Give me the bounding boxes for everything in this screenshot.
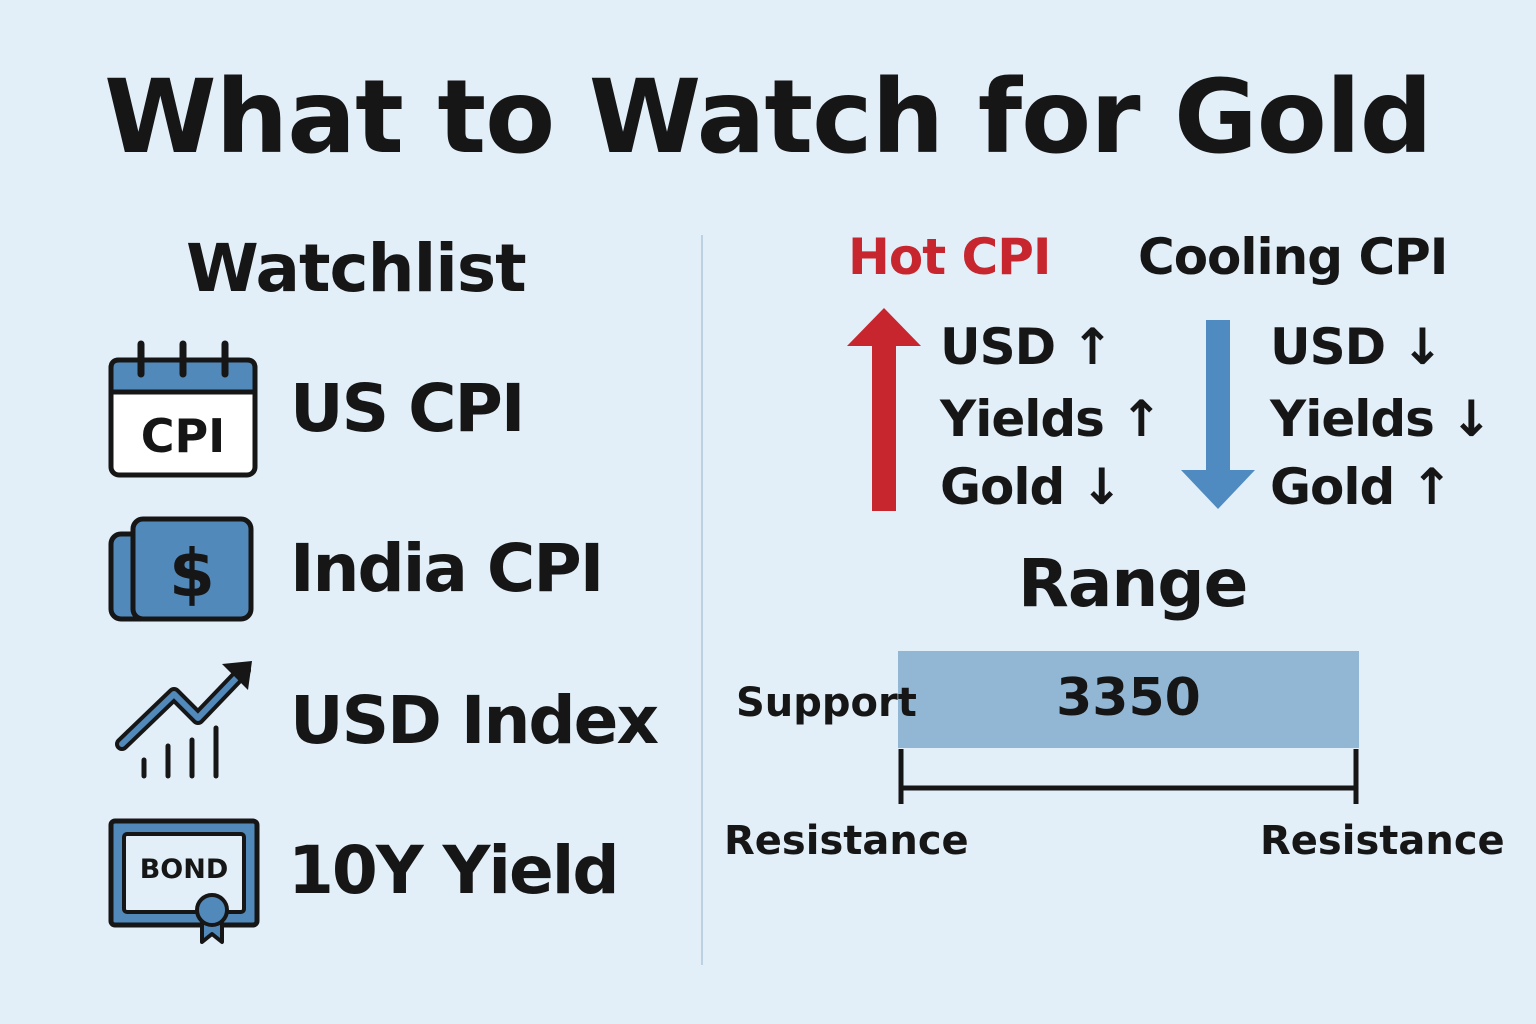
trending-chart-icon <box>115 661 252 779</box>
watchlist-item-10y-yield: 10Y Yield <box>288 832 620 909</box>
watchlist-item-us-cpi: US CPI <box>290 370 525 447</box>
range-bar <box>898 651 1359 748</box>
hot-effect-yields: Yields ↑ <box>940 390 1162 448</box>
section-divider <box>701 235 703 965</box>
arrow-down-icon <box>1181 320 1255 509</box>
arrow-up-icon <box>847 308 921 511</box>
cooling-cpi-heading: Cooling CPI <box>1138 228 1448 286</box>
range-heading: Range <box>1018 545 1248 622</box>
cooling-effect-gold: Gold ↑ <box>1270 458 1453 516</box>
hot-effect-gold: Gold ↓ <box>940 458 1123 516</box>
bond-icon-text: BOND <box>140 854 229 885</box>
watchlist-item-usd-index: USD Index <box>290 682 659 759</box>
bond-certificate-icon: BOND <box>108 818 260 944</box>
dollar-icon-text: $ <box>169 535 215 612</box>
cooling-effect-usd: USD ↓ <box>1270 318 1443 376</box>
page-title: What to Watch for Gold <box>104 58 1433 177</box>
range-value: 3350 <box>1056 668 1201 728</box>
support-label: Support <box>736 680 917 726</box>
resistance-right-label: Resistance <box>1260 818 1505 864</box>
hot-effect-usd: USD ↑ <box>940 318 1113 376</box>
calendar-icon-text: CPI <box>141 409 226 463</box>
dollar-banknote-icon: $ <box>108 516 254 622</box>
resistance-left-label: Resistance <box>724 818 969 864</box>
cooling-effect-yields: Yields ↓ <box>1270 390 1492 448</box>
range-bracket <box>898 749 1359 804</box>
hot-cpi-heading: Hot CPI <box>848 228 1051 286</box>
watchlist-heading: Watchlist <box>186 230 527 307</box>
calendar-cpi-icon: CPI <box>108 340 258 478</box>
watchlist-item-india-cpi: India CPI <box>290 530 604 607</box>
